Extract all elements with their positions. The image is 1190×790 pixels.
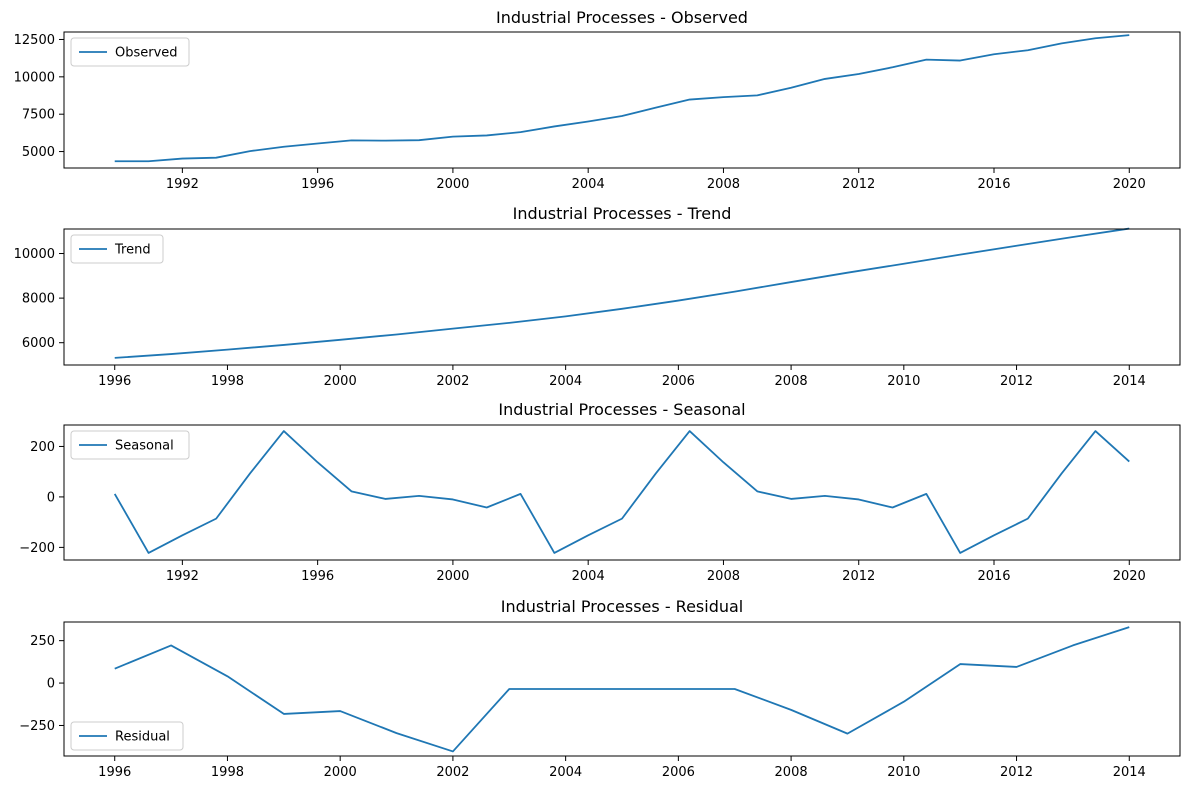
y-tick-label: 0 <box>47 677 55 692</box>
x-tick-label: 2012 <box>1000 765 1033 780</box>
x-tick-label: 2014 <box>1113 765 1146 780</box>
x-tick-label: 2010 <box>887 374 920 389</box>
y-tick-label: 8000 <box>22 292 55 307</box>
x-tick-label: 2010 <box>887 765 920 780</box>
x-tick-label: 2016 <box>977 569 1010 584</box>
legend: Observed <box>70 37 190 67</box>
x-tick-label: 2008 <box>775 374 808 389</box>
series-line-observed <box>114 34 1130 163</box>
x-tick-label: 2000 <box>324 374 357 389</box>
x-tick-label: 2014 <box>1113 374 1146 389</box>
y-tick-label: 200 <box>30 440 55 455</box>
x-tick-label: 2008 <box>775 765 808 780</box>
legend-label: Residual <box>115 730 170 745</box>
y-tick-label: −200 <box>19 541 55 556</box>
subplot-1: Industrial Processes - Observed 1992 1996 2… <box>14 8 1181 192</box>
x-tick-label: 2004 <box>572 569 605 584</box>
x-tick-label: 1996 <box>301 569 334 584</box>
x-tick-label: 2012 <box>842 569 875 584</box>
plot-area <box>63 31 1181 169</box>
plot-area <box>63 228 1181 366</box>
legend-label: Observed <box>115 46 178 61</box>
subplot-2: Industrial Processes - Trend 1996 1998 2000… <box>14 204 1181 389</box>
legend: Trend <box>70 234 164 264</box>
x-tick-label: 2012 <box>842 177 875 192</box>
x-tick-label: 2008 <box>707 177 740 192</box>
legend-box <box>70 234 164 264</box>
plot-area <box>63 621 1181 757</box>
series-line-seasonal <box>113 430 1130 554</box>
x-tick-label: 1998 <box>211 374 244 389</box>
x-tick-label: 2020 <box>1113 569 1146 584</box>
y-tick-label: 10000 <box>14 70 55 85</box>
legend-label: Seasonal <box>115 439 174 454</box>
y-tick-label: 12500 <box>14 33 55 48</box>
x-tick-label: 2004 <box>572 177 605 192</box>
x-tick-label: 2002 <box>436 765 469 780</box>
legend-box <box>70 430 190 460</box>
x-tick-label: 2020 <box>1113 177 1146 192</box>
series-line-residual <box>114 626 1130 753</box>
legend-box <box>70 721 184 751</box>
x-tick-label: 2004 <box>549 374 582 389</box>
x-tick-label: 2016 <box>977 177 1010 192</box>
legend: Seasonal <box>70 430 190 460</box>
x-tick-label: 2000 <box>324 765 357 780</box>
legend-label: Trend <box>114 243 151 258</box>
x-tick-label: 2000 <box>436 569 469 584</box>
x-tick-label: 2006 <box>662 374 695 389</box>
legend: Residual <box>70 721 184 751</box>
x-tick-label: 1996 <box>98 765 131 780</box>
subplot-title: Industrial Processes - Residual <box>501 597 744 616</box>
y-tick-label: 6000 <box>22 336 55 351</box>
subplot-3: Industrial Processes - Seasonal 1992 1996 2… <box>19 400 1181 584</box>
x-tick-label: 2006 <box>662 765 695 780</box>
subplot-title: Industrial Processes - Seasonal <box>498 400 745 419</box>
x-tick-label: 2004 <box>549 765 582 780</box>
x-tick-label: 2012 <box>1000 374 1033 389</box>
plot-area <box>63 424 1181 561</box>
x-tick-label: 1996 <box>301 177 334 192</box>
x-tick-label: 1998 <box>211 765 244 780</box>
x-tick-label: 1992 <box>166 177 199 192</box>
y-tick-label: 7500 <box>22 108 55 123</box>
legend-box <box>70 37 190 67</box>
y-tick-label: −250 <box>19 719 55 734</box>
x-tick-label: 2008 <box>707 569 740 584</box>
y-tick-label: 0 <box>47 490 55 505</box>
x-tick-label: 1996 <box>98 374 131 389</box>
series-line-trend <box>114 227 1130 359</box>
x-tick-label: 2002 <box>436 374 469 389</box>
y-tick-label: 10000 <box>14 247 55 262</box>
y-tick-label: 5000 <box>22 145 55 160</box>
subplot-4: Industrial Processes - Residual 1996 1998 2… <box>19 597 1181 780</box>
x-tick-label: 1992 <box>166 569 199 584</box>
subplot-title: Industrial Processes - Trend <box>513 204 732 223</box>
y-tick-label: 250 <box>30 634 55 649</box>
subplot-title: Industrial Processes - Observed <box>496 8 748 27</box>
x-tick-label: 2000 <box>436 177 469 192</box>
